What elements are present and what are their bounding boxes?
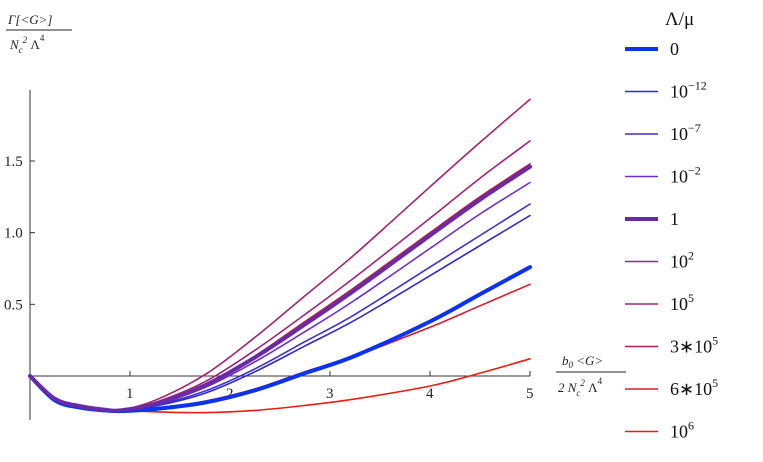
series-line-3-10-5: [29, 163, 531, 412]
x-label-numerator: b0 <G>: [562, 353, 603, 370]
y-label-den-lambda: Λ: [27, 37, 40, 52]
y-tick-label: 0.5: [4, 297, 23, 313]
y-label-den-n: N: [9, 37, 20, 52]
x-label-den-exp: 4: [598, 376, 603, 386]
x-tick-label: 2: [226, 386, 234, 402]
y-label-numerator: Γ[<G>]: [7, 12, 52, 27]
x-label-den-lambda: Λ: [585, 380, 598, 395]
x-label-num-sub: 0: [569, 360, 574, 370]
legend-label: 3∗105: [670, 334, 718, 357]
y-tick-label: 1.5: [4, 154, 23, 170]
legend-label: 1: [670, 209, 679, 229]
y-axis-label: Γ[<G>] Nc2 Λ4: [6, 12, 72, 55]
x-tick-label: 5: [526, 386, 534, 402]
y-label-den-sub: c: [19, 45, 23, 55]
legend-label: 0: [670, 39, 679, 59]
x-label-den-2n: 2 N: [558, 380, 578, 395]
x-label-num-g: <G>: [573, 353, 603, 368]
legend-label: 10−2: [670, 164, 701, 187]
legend-label: 106: [670, 419, 694, 442]
legend-title: Λ/μ: [665, 9, 694, 30]
x-tick-label: 1: [126, 386, 134, 402]
y-label-denominator: Nc2 Λ4: [9, 33, 45, 55]
legend-label: 105: [670, 291, 694, 314]
x-axis-label: b0 <G> 2 Nc2 Λ4: [556, 353, 626, 398]
legend-label: 10−7: [670, 121, 701, 144]
series-line-10-6: [29, 358, 531, 414]
legend: Λ/μ 0 10−12 10−7 10−2 1 102 105 3∗105 6∗105 106: [625, 9, 718, 442]
x-label-num-b: b: [562, 353, 569, 368]
axis-ticks: 1 2 3 4 5 0.5 1.0 1.5: [4, 154, 534, 402]
y-label-den-exp: 4: [40, 33, 45, 43]
x-label-den-sub: c: [576, 388, 580, 398]
y-tick-label: 1.0: [4, 226, 23, 242]
series-line-10-2: [29, 140, 531, 412]
legend-label: 10−12: [670, 79, 707, 102]
x-tick-label: 4: [426, 386, 434, 402]
x-label-den-sup: 2: [580, 378, 585, 388]
y-label-den-sup: 2: [23, 35, 28, 45]
series-line-10-5: [29, 98, 531, 412]
plot-series: [28, 98, 532, 414]
legend-label: 102: [670, 249, 694, 272]
legend-label: 6∗105: [670, 376, 718, 399]
series-line-1: [28, 164, 532, 413]
x-label-denominator: 2 Nc2 Λ4: [558, 376, 603, 398]
x-tick-label: 3: [326, 386, 334, 402]
